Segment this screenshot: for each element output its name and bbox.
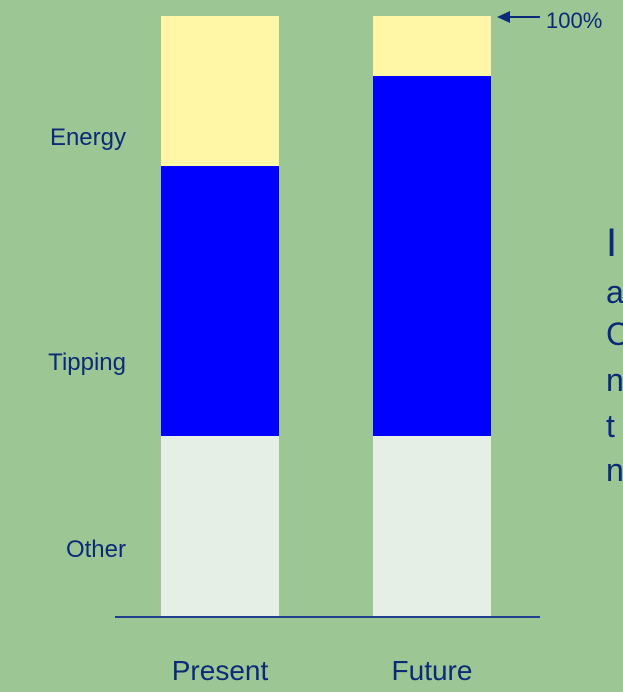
bar-present-other	[161, 436, 279, 616]
category-label-future: Future	[392, 655, 473, 686]
cropped-fragment-4: n	[606, 362, 623, 398]
cropped-fragment-5: t	[606, 408, 615, 444]
category-label-present: Present	[172, 655, 269, 686]
legend-energy-label: Energy	[50, 124, 126, 151]
cropped-text-fragments: I a C n t n	[606, 221, 623, 488]
top-annotation: 100%	[497, 8, 602, 33]
bar-future-energy	[373, 16, 491, 76]
cropped-fragment-6: n	[606, 452, 623, 488]
annotation-arrowhead-icon	[497, 11, 510, 23]
cropped-fragment-2: a	[606, 274, 623, 310]
bar-future-tipping	[373, 76, 491, 436]
bar-present-energy	[161, 16, 279, 166]
bar-present-tipping	[161, 166, 279, 436]
cropped-fragment-3: C	[606, 316, 623, 352]
bars-group	[161, 16, 491, 616]
cropped-fragment-1: I	[606, 221, 617, 265]
bar-future-other	[373, 436, 491, 616]
annotation-100-percent: 100%	[546, 8, 602, 33]
legend-other-label: Other	[66, 536, 126, 563]
legend-tipping-label: Tipping	[48, 349, 126, 376]
